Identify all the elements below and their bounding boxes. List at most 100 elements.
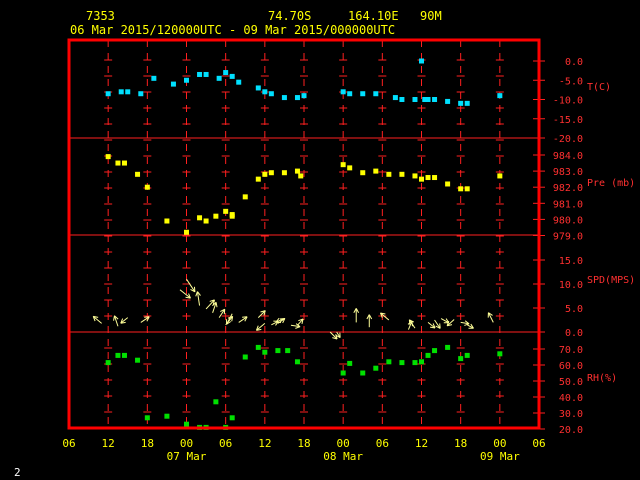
wind-arrow-head: [432, 323, 436, 329]
pres-point: [458, 186, 464, 192]
temp-point: [138, 91, 144, 97]
pres-point: [164, 218, 170, 224]
pres-point: [399, 171, 405, 177]
pres-point: [262, 171, 268, 177]
wind-arrow: [460, 320, 470, 326]
station-lon: 164.10E: [348, 9, 399, 23]
wind-arrow-head: [464, 320, 470, 325]
wind-arrow-shaft: [92, 315, 102, 324]
wind-arrow: [195, 291, 201, 306]
rh-point: [425, 352, 431, 358]
wind-arrow-head: [355, 308, 360, 314]
temp-point: [360, 91, 366, 97]
pres-point: [425, 175, 431, 181]
wind-arrow-shaft: [487, 312, 494, 323]
wind-arrow-shaft: [275, 318, 285, 323]
wind-arrow: [366, 314, 373, 328]
rh-tick-label: 30.0: [559, 409, 583, 420]
wind-arrow-head: [212, 301, 217, 307]
temp-point: [105, 91, 111, 97]
rh-point: [386, 359, 392, 365]
temp-point: [301, 93, 307, 99]
temp-point: [347, 91, 353, 97]
wind-arrow-head: [295, 326, 301, 329]
wind-arrow: [434, 319, 441, 329]
wind-arrow-shaft: [297, 318, 304, 326]
temp-point: [125, 89, 131, 95]
x-tick-label: 00: [493, 437, 506, 450]
temp-point: [184, 77, 189, 83]
wind-arrow-head: [301, 318, 304, 324]
temp-point: [197, 71, 203, 77]
wind-arrow-shaft: [218, 308, 226, 318]
wind-arrow-shaft: [460, 321, 470, 325]
pres-point: [242, 194, 248, 200]
time-period: 06 Mar 2015/120000UTC - 09 Mar 2015/0000…: [70, 23, 395, 37]
spd-panel-label: SPD(MPS): [587, 275, 635, 286]
wind-arrow-head: [409, 319, 415, 323]
axis-labels: 06 12 18 00 06 12 18 00 06 12 18 00 06 07 Mar 08 Mar 09…: [62, 57, 635, 463]
spd-tick-label: 10.0: [559, 280, 583, 291]
x-tick-label: 06: [532, 437, 545, 450]
temp-point: [422, 97, 428, 102]
rh-point: [164, 413, 170, 419]
temp-tick-label: 0.0: [565, 57, 583, 68]
wind-arrow-head: [113, 315, 115, 321]
pres-point: [115, 160, 121, 166]
wind-arrow-head: [263, 310, 266, 316]
temp-point: [203, 71, 209, 77]
rh-point: [340, 370, 346, 376]
temp-point: [255, 85, 261, 91]
plot-frame: [67, 38, 541, 430]
temp-point: [373, 91, 379, 97]
x-tick-label: 12: [415, 437, 428, 450]
wind-arrow: [186, 278, 196, 293]
rh-point: [347, 360, 353, 366]
temp-tick-label: -5.0: [559, 76, 583, 87]
temp-point: [464, 100, 470, 106]
temp-point: [445, 98, 451, 104]
day-label: 09 Mar: [480, 450, 520, 463]
wind-arrow: [487, 312, 494, 323]
wind-arrow-shaft: [257, 310, 266, 318]
x-tick-label: 18: [454, 437, 467, 450]
x-tick-label: 06: [376, 437, 389, 450]
wind-arrow-head: [379, 312, 383, 318]
wind-arrow-head: [470, 323, 474, 329]
rh-point: [135, 357, 141, 363]
wind-arrow-shaft: [238, 316, 248, 323]
wind-arrow-shaft: [380, 312, 390, 321]
temp-point: [170, 81, 176, 87]
temp-point: [236, 79, 242, 85]
rh-point: [121, 352, 127, 358]
wind-arrow-head: [244, 316, 248, 322]
wind-arrow-head: [380, 312, 386, 315]
station-id: 7353: [86, 9, 115, 23]
wind-arrow-head: [368, 314, 373, 320]
data-layer: [92, 58, 503, 430]
pres-point: [412, 173, 418, 179]
temp-point: [223, 70, 229, 76]
pres-tick-label: 980.0: [553, 215, 583, 226]
temp-point: [294, 95, 300, 101]
day-label: 08 Mar: [323, 450, 363, 463]
wind-arrow-shaft: [408, 319, 416, 329]
wind-arrow-head: [220, 308, 225, 312]
wind-arrow: [212, 301, 218, 313]
wind-arrow-head: [215, 302, 218, 308]
wind-arrow-head: [353, 308, 357, 314]
wind-arrow-head: [366, 314, 370, 320]
wind-arrow-head: [282, 318, 286, 324]
x-tick-label: 18: [141, 437, 154, 450]
pres-tick-label: 979.0: [553, 232, 583, 243]
wind-arrow-head: [92, 316, 96, 322]
wind-arrow-shaft: [212, 302, 217, 313]
wind-arrow: [255, 322, 266, 331]
pres-point: [347, 165, 353, 171]
rh-point: [373, 365, 379, 371]
wind-arrow: [335, 331, 341, 339]
x-tick-label: 00: [337, 437, 350, 450]
rh-point: [115, 352, 121, 358]
day-label: 07 Mar: [167, 450, 207, 463]
pres-point: [223, 208, 229, 214]
